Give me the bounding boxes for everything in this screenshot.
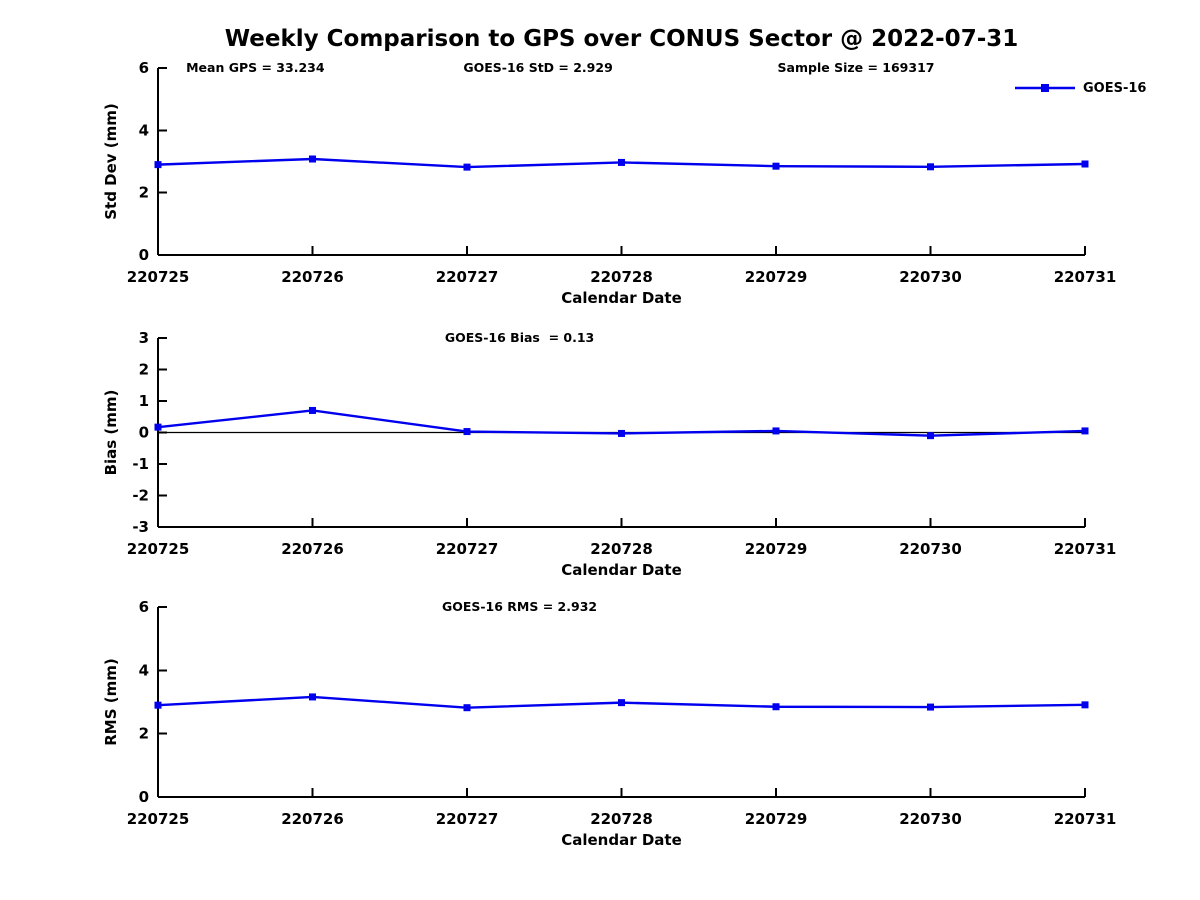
x-tick-label: 220728 [590, 810, 653, 828]
y-tick-label: -3 [132, 518, 149, 536]
data-point-marker [618, 158, 625, 166]
data-point-marker [154, 423, 162, 431]
y-tick-label: 2 [139, 184, 149, 202]
data-point-marker [927, 163, 934, 171]
x-tick-label: 220727 [436, 268, 499, 286]
data-point-marker [463, 704, 471, 712]
y-tick-label: 0 [139, 788, 149, 806]
y-tick-label: 6 [139, 59, 149, 77]
data-point-marker [772, 703, 780, 711]
series-markers-goes-16 [154, 693, 1089, 712]
data-point-marker [1081, 701, 1089, 709]
data-point-marker [618, 699, 625, 707]
x-tick-label: 220731 [1054, 268, 1117, 286]
x-tick-label: 220727 [436, 540, 499, 558]
annotation: Mean GPS = 33.234 [186, 60, 325, 75]
y-tick-label: 2 [139, 361, 149, 379]
data-point-marker [309, 693, 316, 701]
data-point-marker [772, 427, 780, 435]
y-tick-label: 1 [139, 392, 149, 410]
series-markers-goes-16 [154, 155, 1089, 171]
y-tick-label: 4 [139, 661, 149, 679]
y-tick-label: 0 [139, 424, 149, 442]
x-tick-label: 220726 [281, 268, 344, 286]
x-tick-label: 220725 [127, 540, 190, 558]
x-axis-label: Calendar Date [561, 289, 682, 307]
legend-goes16-label: GOES-16 [1083, 80, 1147, 96]
y-axis-label: Bias (mm) [102, 390, 120, 476]
y-tick-label: 4 [139, 121, 149, 139]
annotation: Sample Size = 169317 [778, 60, 935, 75]
data-point-marker [927, 703, 934, 711]
x-tick-label: 220730 [899, 810, 962, 828]
y-tick-label: 0 [139, 246, 149, 264]
annotation: GOES-16 StD = 2.929 [463, 60, 612, 75]
y-axis-label: RMS (mm) [102, 658, 120, 745]
y-tick-label: 3 [139, 329, 149, 347]
y-axis-label: Std Dev (mm) [102, 103, 120, 220]
x-tick-label: 220730 [899, 540, 962, 558]
x-tick-label: 220731 [1054, 810, 1117, 828]
chart-bias: -3 -2 -1 0 1 2 3 220725 220726 220727 220728 220729… [102, 329, 1116, 579]
x-tick-label: 220728 [590, 268, 653, 286]
data-point-marker [1081, 427, 1089, 435]
x-tick-label: 220730 [899, 268, 962, 286]
x-tick-label: 220726 [281, 810, 344, 828]
x-tick-label: 220729 [745, 540, 808, 558]
y-tick-label: 2 [139, 725, 149, 743]
data-point-marker [309, 406, 316, 414]
x-axis-label: Calendar Date [561, 561, 682, 579]
x-axis-label: Calendar Date [561, 831, 682, 849]
figure-title: Weekly Comparison to GPS over CONUS Sect… [224, 26, 1019, 52]
legend: GOES-16 [1014, 80, 1146, 96]
y-tick-label: -1 [132, 455, 149, 473]
series-markers-goes-16 [154, 406, 1089, 440]
annotation: GOES-16 Bias = 0.13 [445, 330, 594, 345]
y-tick-label: 6 [139, 598, 149, 616]
data-point-marker [1081, 160, 1089, 168]
data-point-marker [463, 163, 471, 171]
data-point-marker [463, 428, 471, 436]
y-tick-label: -2 [132, 487, 149, 505]
data-point-marker [618, 429, 625, 437]
data-point-marker [927, 432, 934, 440]
data-point-marker [309, 155, 316, 163]
annotation: GOES-16 RMS = 2.932 [442, 599, 597, 614]
data-point-marker [772, 162, 780, 170]
x-tick-label: 220728 [590, 540, 653, 558]
x-tick-label: 220729 [745, 810, 808, 828]
x-tick-label: 220726 [281, 540, 344, 558]
legend-goes16-icon [1015, 84, 1075, 92]
chart-std-dev: 0 2 4 6 220725 220726 220727 220728 220729 220730… [102, 59, 1116, 307]
x-tick-label: 220725 [127, 810, 190, 828]
data-point-marker [154, 161, 162, 169]
x-tick-label: 220725 [127, 268, 190, 286]
x-tick-label: 220727 [436, 810, 499, 828]
chart-rms: 0 2 4 6 220725 220726 220727 220728 220729 220730… [102, 598, 1116, 849]
x-tick-label: 220731 [1054, 540, 1117, 558]
x-tick-label: 220729 [745, 268, 808, 286]
data-point-marker [154, 701, 162, 709]
